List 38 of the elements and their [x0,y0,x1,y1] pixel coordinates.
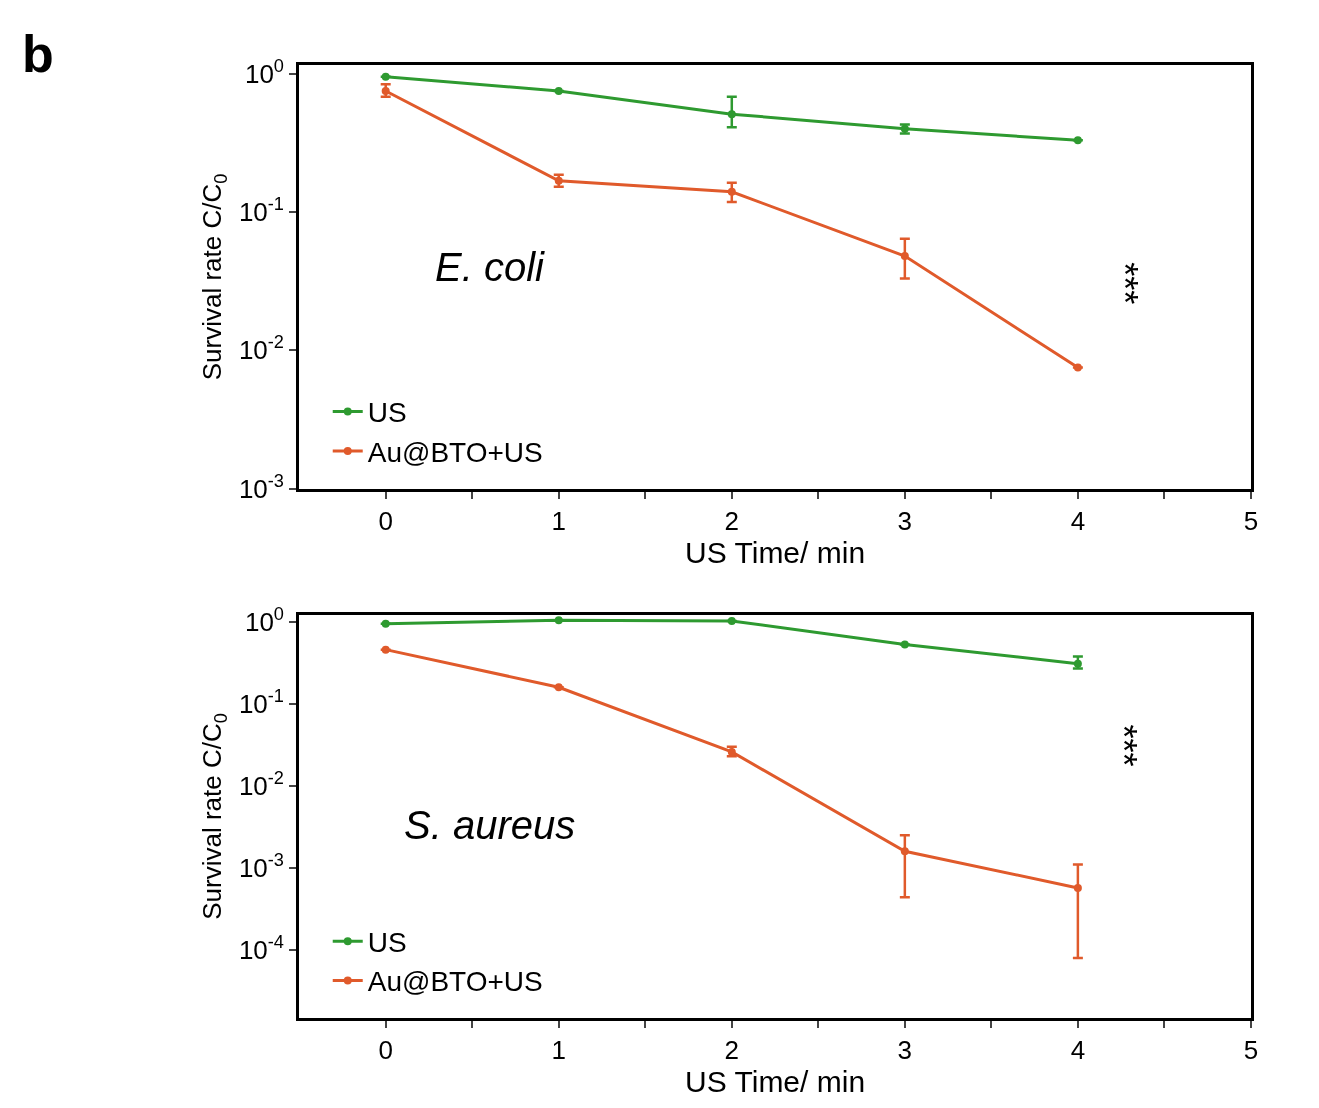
point [727,110,736,119]
annotation: E. coli [435,245,546,289]
x-tick-label: 5 [1243,1034,1259,1065]
x-tick-label: 4 [1070,1034,1086,1065]
y-tick-label: 10$^{-2}$ [238,332,284,366]
x-tick-label: 1 [551,505,566,536]
y-tick-label: 10$^{0}$ [244,55,284,89]
legend-label: Au@BTO+US [367,436,543,468]
x-tick-label: 4 [1070,505,1086,536]
y-tick-label: 10$^{-1}$ [238,194,284,228]
point [900,252,909,261]
annotation: *** [1103,262,1145,305]
point [900,847,909,856]
legend-label: Au@BTO+US [367,966,543,998]
point [1073,659,1082,668]
x-tick-label: 0 [378,1034,393,1065]
point [727,187,736,196]
x-axis-title: US Time/ min [685,535,866,569]
y-tick-label: 10$^{-4}$ [238,932,284,966]
y-tick-label: 10$^{-1}$ [238,686,284,720]
point [1073,883,1082,892]
y-tick-label: 10$^{-3}$ [238,470,284,504]
x-tick-label: 2 [724,505,740,536]
legend-label: US [367,397,407,429]
x-tick-label: 2 [724,1034,740,1065]
chart-title: b [22,25,54,83]
legend-label: US [367,927,407,959]
x-tick-label: 1 [551,1034,566,1065]
annotation: *** [1102,724,1144,767]
x-tick-label: 0 [378,505,393,536]
x-tick-label: 5 [1243,505,1259,536]
y-tick-label: 10$^{-2}$ [238,768,284,802]
x-tick-label: 3 [897,505,913,536]
y-tick-label: 10$^{0}$ [244,604,284,638]
y-tick-label: 10$^{-3}$ [238,850,284,884]
x-tick-label: 3 [897,1034,913,1065]
annotation: S. aureus [404,803,576,847]
x-axis-title: US Time/ min [685,1064,866,1098]
